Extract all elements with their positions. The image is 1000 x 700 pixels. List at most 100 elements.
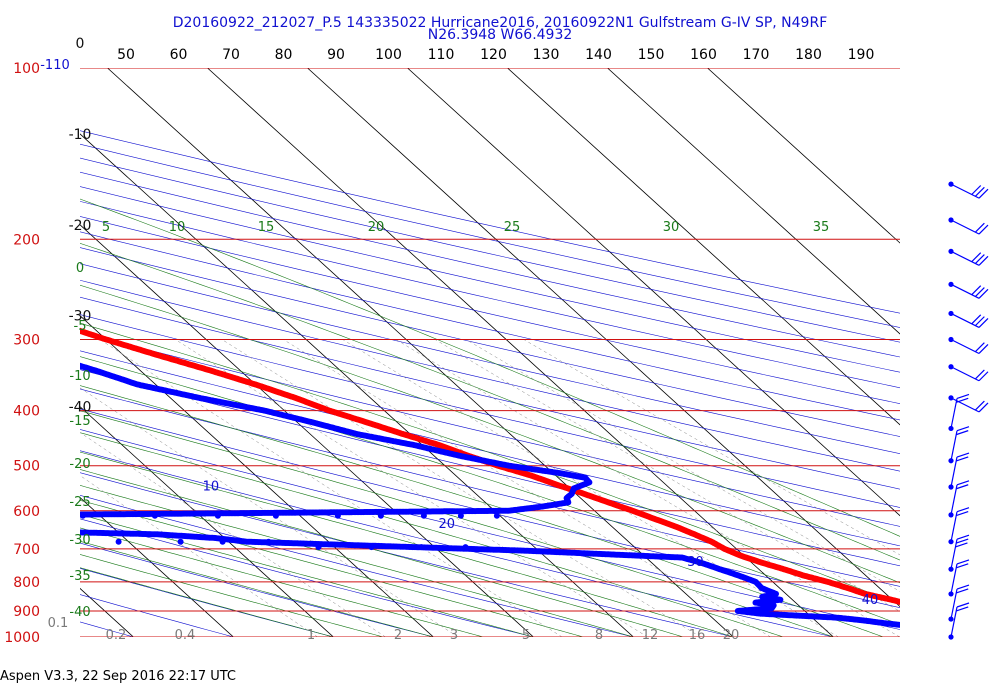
dewpoint-point: [80, 362, 83, 369]
mixing-ratio-label: 16: [689, 628, 706, 643]
dewpoint-point: [50, 529, 56, 535]
dewpoint-point: [941, 626, 947, 632]
mixing-ratio-line: [283, 339, 771, 637]
dry-adiabat-line: [80, 429, 900, 630]
temperature-point: [61, 323, 67, 329]
temperature-point: [967, 625, 973, 631]
temperature-point: [994, 632, 1000, 638]
dewpoint-point: [0, 527, 1, 533]
temperature-point: [40, 316, 46, 322]
temperature-point: [44, 317, 50, 323]
dewpoint-point: [28, 348, 34, 354]
pressure-tick-label: 900: [13, 604, 40, 620]
wind-barb: [948, 602, 970, 640]
dry-adiabat-line: [80, 472, 734, 637]
dewpoint-point: [43, 529, 49, 535]
dewpoint-point: [214, 512, 221, 519]
dewpoint-point: [272, 512, 279, 519]
dewpoint-point: [65, 359, 71, 365]
dewpoint-point: [51, 355, 57, 361]
dewpoint-point: [5, 514, 11, 520]
temperature-point: [940, 618, 946, 624]
isotherm-tick-label: 130: [533, 47, 560, 63]
dewpoint-point: [40, 529, 46, 535]
temperature-point: [939, 618, 945, 624]
dry-adiabat-label: 40: [862, 593, 879, 608]
moist-adiabat-line: [80, 499, 584, 637]
dewpoint-point: [1, 528, 7, 534]
temperature-point: [65, 324, 71, 330]
temperature-point: [42, 317, 48, 323]
moist-adiabat-label: -35: [69, 569, 90, 584]
dewpoint-point: [462, 544, 469, 551]
dewpoint-point: [0, 339, 1, 345]
temperature-point: [959, 623, 965, 629]
dewpoint-point: [963, 636, 969, 642]
dewpoint-point: [0, 527, 4, 533]
dewpoint-point: [31, 528, 37, 534]
temperature-point: [57, 321, 63, 327]
temperature-point: [917, 606, 923, 612]
dewpoint-point: [956, 629, 962, 635]
dewpoint-point: [44, 512, 50, 518]
dewpoint-point: [59, 529, 65, 535]
temperature-point: [928, 611, 934, 617]
temperature-point: [23, 311, 29, 317]
wind-barb-column: [948, 181, 989, 640]
dewpoint-point: [20, 528, 26, 534]
dewpoint-point: [71, 512, 77, 518]
moist-adiabat-line: [80, 284, 900, 584]
pressure-tick-label: 600: [13, 504, 40, 520]
dewpoint-point: [32, 528, 38, 534]
dry-adiabat-line: [80, 216, 900, 404]
dewpoint-point: [0, 515, 1, 521]
wind-barb: [948, 336, 989, 355]
pressure-tick-label: 1000: [4, 630, 40, 646]
moist-adiabat-label: 20: [368, 220, 385, 235]
pressure-tick-label: 800: [13, 575, 40, 591]
temperature-point: [60, 322, 66, 328]
dewpoint-point: [929, 625, 935, 631]
temperature-point: [20, 310, 26, 316]
dewpoint-point: [0, 528, 5, 534]
wind-barb: [948, 534, 970, 572]
dry-adiabat-label: -110: [40, 58, 70, 73]
temperature-point: [15, 309, 21, 315]
temperature-point: [964, 624, 970, 630]
dewpoint-point: [46, 512, 52, 518]
temperature-point: [996, 632, 1000, 638]
isotherm-line: [80, 133, 634, 637]
isotherm-tick-label: 0: [76, 36, 85, 52]
dewpoint-point: [59, 512, 65, 518]
mixing-ratio-line: [80, 475, 318, 637]
temperature-point: [969, 625, 975, 631]
dry-adiabat-line: [80, 186, 900, 373]
temperature-point: [18, 309, 24, 315]
temperature-point: [10, 307, 16, 313]
temperature-point: [0, 304, 5, 310]
mixing-ratio-line: [99, 339, 563, 637]
mixing-ratio-label: 0.2: [106, 628, 127, 643]
dewpoint-point: [37, 351, 43, 357]
wind-barb: [948, 248, 989, 266]
dewpoint-point: [938, 626, 944, 632]
dewpoint-point: [56, 529, 62, 535]
dewpoint-point: [64, 512, 70, 518]
mixing-ratio-line: [465, 339, 900, 592]
dewpoint-point: [904, 623, 910, 629]
dry-adiabat-label: 20: [439, 517, 456, 532]
dry-adiabat-line: [80, 143, 900, 328]
dewpoint-point: [911, 623, 917, 629]
dewpoint-point: [43, 512, 49, 518]
temperature-point: [995, 632, 1000, 638]
temperature-point: [984, 629, 990, 635]
dewpoint-point: [939, 626, 945, 632]
dry-adiabat-line: [80, 350, 900, 547]
dewpoint-point: [25, 528, 31, 534]
dewpoint-point: [493, 512, 500, 519]
dewpoint-point: [964, 635, 970, 641]
temperature-point: [899, 600, 900, 605]
moist-adiabat-label: 30: [663, 220, 680, 235]
wind-barb: [948, 364, 989, 382]
temperature-point: [1, 304, 7, 310]
